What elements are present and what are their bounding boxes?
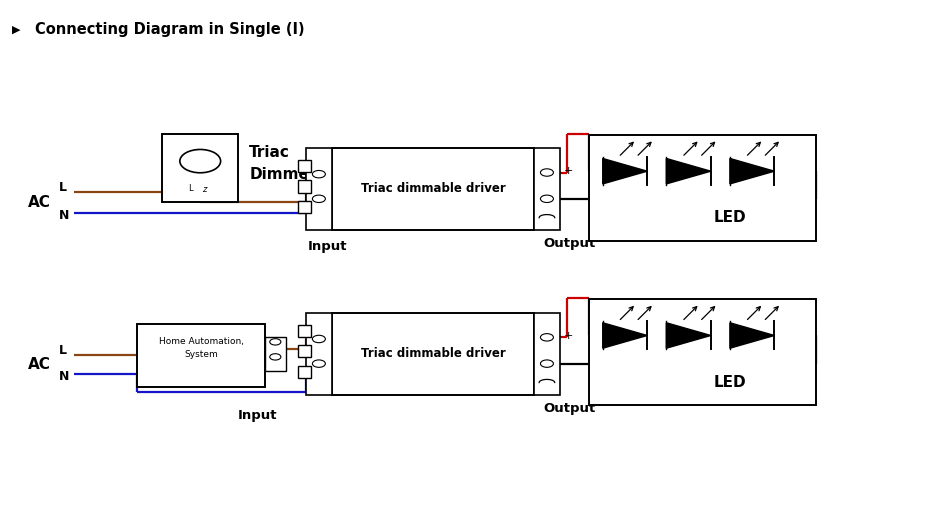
Bar: [589, 299, 816, 405]
Text: Dimmer: Dimmer: [249, 167, 317, 182]
Polygon shape: [603, 323, 647, 348]
Bar: [332, 148, 534, 230]
Bar: [534, 313, 560, 395]
Circle shape: [270, 354, 281, 360]
Text: z: z: [202, 185, 207, 194]
Text: Triac dimmable driver: Triac dimmable driver: [361, 182, 505, 196]
Bar: [298, 366, 311, 378]
Bar: [589, 135, 816, 241]
Polygon shape: [667, 323, 711, 348]
Polygon shape: [730, 323, 774, 348]
Text: Home Automation,: Home Automation,: [159, 338, 244, 347]
Bar: [298, 345, 311, 357]
Text: Connecting Diagram in Single (I): Connecting Diagram in Single (I): [35, 22, 305, 37]
Circle shape: [180, 149, 221, 173]
Text: Triac: Triac: [249, 145, 290, 161]
Bar: [298, 180, 311, 192]
Bar: [298, 201, 311, 213]
Circle shape: [540, 334, 553, 341]
Text: L: L: [58, 181, 67, 194]
Circle shape: [312, 171, 325, 178]
Bar: [306, 148, 332, 230]
Circle shape: [540, 195, 553, 202]
Bar: [298, 324, 311, 337]
Text: Input: Input: [237, 409, 277, 422]
Bar: [137, 324, 265, 387]
Text: N: N: [58, 209, 69, 222]
Circle shape: [540, 360, 553, 367]
Circle shape: [312, 195, 325, 202]
Polygon shape: [667, 158, 711, 184]
Circle shape: [312, 335, 325, 343]
Bar: [306, 313, 332, 395]
Text: System: System: [184, 350, 218, 359]
Circle shape: [312, 360, 325, 367]
Text: AC: AC: [28, 195, 51, 210]
Circle shape: [270, 339, 281, 345]
Text: Output: Output: [543, 237, 595, 250]
Text: Triac dimmable driver: Triac dimmable driver: [361, 347, 505, 360]
Text: LED: LED: [713, 210, 745, 225]
Bar: [265, 337, 286, 371]
Bar: [298, 160, 311, 172]
Text: -: -: [564, 358, 567, 368]
Text: +: +: [564, 166, 573, 176]
Polygon shape: [730, 158, 774, 184]
Bar: [332, 313, 534, 395]
Bar: [162, 134, 238, 202]
Text: -: -: [564, 193, 567, 204]
Text: ▶: ▶: [12, 24, 20, 34]
Text: LED: LED: [713, 375, 745, 390]
Text: Input: Input: [308, 240, 347, 253]
Polygon shape: [603, 158, 647, 184]
Bar: [534, 148, 560, 230]
Text: Output: Output: [543, 402, 595, 415]
Text: L: L: [188, 184, 193, 193]
Text: L: L: [58, 344, 67, 357]
Text: AC: AC: [28, 357, 51, 372]
Text: N: N: [58, 370, 69, 383]
Circle shape: [540, 169, 553, 176]
Text: +: +: [564, 331, 573, 341]
